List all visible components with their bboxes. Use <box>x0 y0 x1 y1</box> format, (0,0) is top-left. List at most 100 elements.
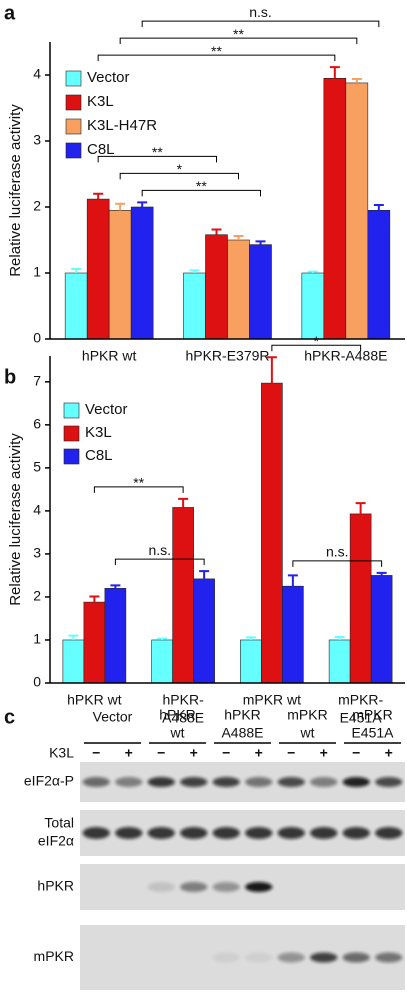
blot-band <box>310 777 338 787</box>
significance-label: ** <box>211 43 222 59</box>
blot-band <box>212 777 240 787</box>
legend-swatch <box>65 70 82 87</box>
error-bar <box>329 66 340 79</box>
legend-swatch <box>65 142 82 159</box>
bar <box>86 198 110 340</box>
error-bar <box>355 502 366 514</box>
panel-letter: a <box>4 2 16 24</box>
y-tick-label: 1 <box>33 631 41 647</box>
row-label: Total <box>44 815 74 831</box>
bar <box>370 575 393 684</box>
blot-band <box>277 952 305 963</box>
panel-letter: b <box>4 366 16 388</box>
significance-label: ** <box>133 475 144 491</box>
y-tick-label: 5 <box>33 459 41 475</box>
error-bar <box>115 202 126 211</box>
bar <box>151 639 173 684</box>
y-tick-label: 3 <box>33 545 41 561</box>
legend-swatch <box>65 118 82 135</box>
error-bar <box>68 634 79 640</box>
k3l-sign: + <box>385 745 393 761</box>
group-label: wt <box>300 725 315 741</box>
legend-swatch <box>63 448 80 465</box>
row-label: mPKR <box>34 948 74 964</box>
y-axis-label: Relative luciferase activity <box>7 433 24 606</box>
bar <box>261 382 283 684</box>
y-tick-label: 2 <box>33 198 41 214</box>
significance-bracket <box>141 20 380 28</box>
group-label: mPKR <box>352 707 392 723</box>
x-tick-label: hPKR-A488E <box>304 348 387 364</box>
blot-band <box>82 777 110 787</box>
k3l-sign: − <box>287 745 295 761</box>
row-label: hPKR <box>37 878 74 894</box>
group-label: hPKR <box>224 707 261 723</box>
panel-letter: c <box>4 706 15 728</box>
x-tick-label: mPKR- <box>338 692 383 708</box>
blot-band <box>147 882 175 892</box>
bar <box>240 639 262 684</box>
k3l-sign: − <box>222 745 230 761</box>
bar <box>193 578 215 684</box>
blot-band <box>212 882 240 892</box>
blot-band <box>310 952 338 963</box>
bar <box>64 272 88 340</box>
bar <box>227 239 250 340</box>
significance-bracket <box>292 560 383 567</box>
significance-bracket <box>271 344 362 352</box>
error-bar <box>373 204 384 211</box>
significance-bracket <box>114 558 205 566</box>
k3l-sign: + <box>320 745 328 761</box>
k3l-sign: − <box>352 745 360 761</box>
bar <box>349 513 372 684</box>
group-label: Vector <box>93 709 133 725</box>
legend-label: Vector <box>87 69 130 86</box>
y-tick-label: 0 <box>33 330 41 346</box>
blot-band <box>375 952 403 963</box>
legend-label: Vector <box>85 401 128 418</box>
bar <box>130 206 154 340</box>
legend-label: C8L <box>85 447 113 464</box>
y-tick-label: 1 <box>33 264 41 280</box>
k3l-label: K3L <box>49 745 74 761</box>
k3l-sign: − <box>92 745 100 761</box>
k3l-sign: − <box>157 745 165 761</box>
group-label: wt <box>170 725 185 741</box>
x-tick-label: hPKR-E379R <box>185 348 269 364</box>
y-tick-label: 3 <box>33 132 41 148</box>
blot-band <box>147 777 175 787</box>
error-bar <box>89 595 100 603</box>
group-label: hPKR <box>159 707 196 723</box>
significance-label: ** <box>152 144 163 160</box>
blot-band <box>342 777 370 787</box>
significance-label: n.s. <box>249 4 272 20</box>
blot-band <box>115 777 143 787</box>
y-tick-label: 2 <box>33 588 41 604</box>
significance-label: * <box>177 161 183 177</box>
blot-band <box>212 827 240 839</box>
bar <box>104 588 127 684</box>
blot-band <box>82 827 110 839</box>
error-bar <box>255 240 266 245</box>
error-bar <box>307 270 318 273</box>
blot-band <box>212 952 240 963</box>
blot-band <box>180 777 208 787</box>
y-axis-label: Relative luciferase activity <box>7 104 24 277</box>
blot-band <box>180 827 208 839</box>
blot-band <box>375 777 403 787</box>
legend-swatch <box>63 402 80 419</box>
blot-panel <box>80 864 405 910</box>
blot-band <box>245 827 273 839</box>
y-tick-label: 4 <box>33 502 41 518</box>
bar <box>62 639 85 684</box>
error-bar <box>110 584 121 589</box>
error-bar <box>189 269 200 273</box>
bar <box>249 244 272 340</box>
legend-label: K3L-H47R <box>87 117 157 134</box>
error-bar <box>245 636 256 640</box>
bar <box>83 601 106 684</box>
bar <box>328 639 351 684</box>
blot-band <box>147 827 175 839</box>
